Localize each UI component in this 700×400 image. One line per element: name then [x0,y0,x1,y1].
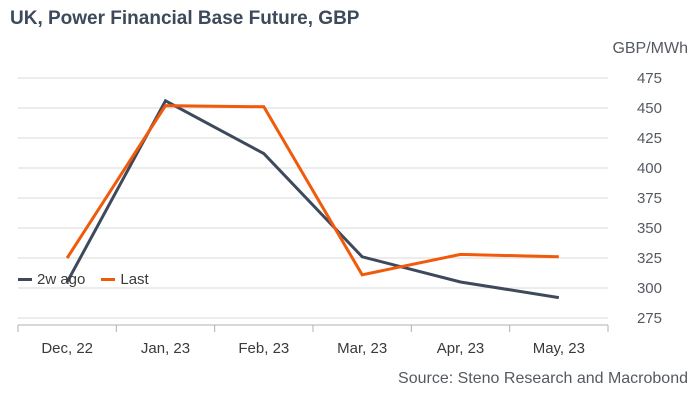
y-tick-label-450: 450 [637,100,662,117]
legend-label-series-2: Last [120,271,149,288]
legend-item-series-1: 2w ago [18,271,85,288]
y-tick-labels: 275 300 325 350 375 400 425 450 475 [637,70,662,327]
x-tick-label: Jan, 23 [141,340,190,357]
x-tick-label: Dec, 22 [41,340,93,357]
x-tick-label: Mar, 23 [337,340,387,357]
source-note: Source: Steno Research and Macrobond [398,370,688,387]
legend-item-series-2: Last [101,271,149,288]
legend-label-series-1: 2w ago [37,271,86,288]
y-tick-label-475: 475 [637,70,662,87]
y-axis-unit-label: GBP/MWh [612,40,688,57]
y-tick-label-300: 300 [637,280,662,297]
series-line-1 [65,98,560,300]
y-tick-label-350: 350 [637,220,662,237]
legend-swatch-series-2 [101,278,116,281]
x-tick-label: Apr, 23 [437,340,485,357]
x-axis: Dec, 22 Jan, 23 Feb, 23 Mar, 23 Apr, 23 May, … [17,324,609,357]
y-tick-label-275: 275 [637,310,662,327]
chart-title: UK, Power Financial Base Future, GBP [10,8,360,29]
legend-swatch-series-1 [18,278,32,281]
y-tick-label-425: 425 [637,130,662,147]
series-lines [65,98,560,300]
y-tick-label-375: 375 [637,190,662,207]
y-tick-label-325: 325 [637,250,662,267]
grid-lines [18,77,608,319]
x-tick-label: May, 23 [533,340,585,357]
y-tick-label-400: 400 [637,160,662,177]
x-tick-label: Feb, 23 [238,340,289,357]
legend: 2w ago Last [18,271,149,288]
series-line-2 [65,104,559,277]
